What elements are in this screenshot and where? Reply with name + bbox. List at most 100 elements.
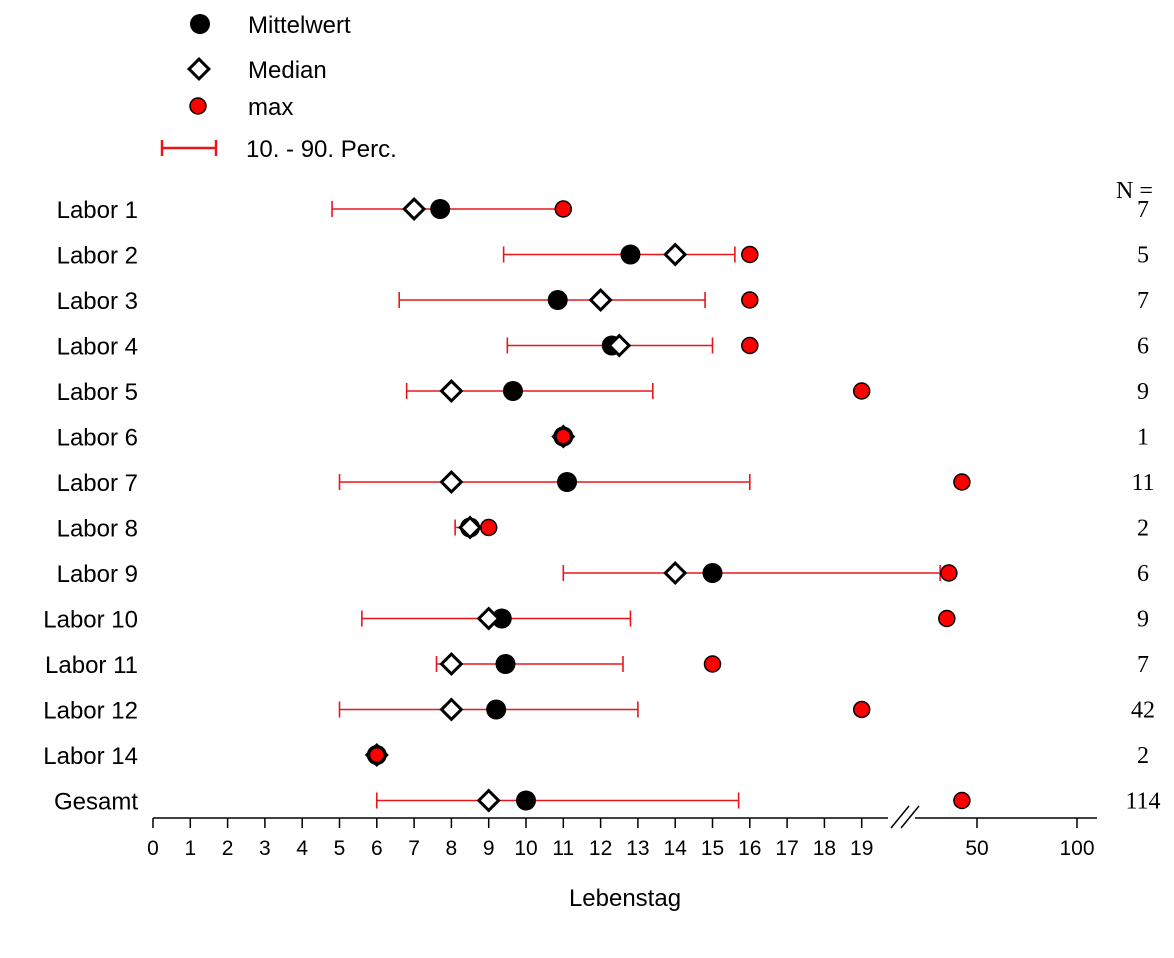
row-label: Labor 8	[57, 516, 138, 543]
mean-marker	[620, 244, 641, 265]
row-label: Labor 6	[57, 425, 138, 452]
row-label: Labor 5	[57, 379, 138, 406]
x-tick-label: 11	[552, 837, 574, 860]
median-marker	[439, 378, 464, 404]
row: Labor 11 7	[45, 651, 1149, 679]
row-n: 6	[1137, 561, 1149, 587]
mean-marker	[557, 472, 578, 492]
row: Labor 4 6	[57, 333, 1149, 361]
max-marker	[554, 200, 573, 218]
median-marker	[588, 287, 613, 313]
percentile-bar	[338, 474, 751, 490]
x-tick-label: 3	[259, 837, 271, 860]
row-label: Labor 14	[43, 743, 138, 770]
row: Labor 6 1	[57, 424, 1149, 452]
legend-percentile-marker	[160, 140, 218, 156]
max-marker-overlay	[369, 747, 385, 763]
n-header: N =	[1116, 178, 1153, 204]
row-label: Labor 10	[43, 607, 138, 634]
row-label: Gesamt	[54, 789, 138, 816]
x-tick-label: 7	[408, 837, 420, 860]
x-tick-label: 8	[446, 837, 458, 860]
row-n: 7	[1137, 652, 1149, 678]
max-marker	[953, 473, 971, 491]
x-tick-label: 0	[147, 837, 159, 860]
median-marker	[439, 469, 464, 495]
max-marker	[953, 791, 971, 810]
x-tick-label: 5	[334, 837, 346, 860]
x-tick-label: 2	[222, 837, 234, 860]
x-axis-label: Lebenstag	[569, 885, 681, 912]
legend-max-marker	[189, 97, 207, 115]
row-label: Labor 1	[57, 197, 138, 224]
row-label: Labor 3	[57, 288, 138, 315]
median-marker	[458, 515, 483, 540]
median-marker	[439, 697, 464, 722]
x-tick-label: 1	[184, 837, 196, 860]
row-n: 1	[1137, 425, 1149, 451]
row-n: 7	[1137, 197, 1149, 223]
row-n: 7	[1137, 288, 1149, 314]
x-axis: 0 1 2 3 4 5 6 7 8 9 10 11 12 13 14 15 16 17 18 19 50 100	[147, 805, 1097, 860]
row: Labor 10 9	[43, 606, 1149, 634]
x-tick-label: 19	[850, 837, 873, 860]
x-tick-label: 50	[965, 837, 988, 860]
legend-median-label: Median	[248, 57, 327, 84]
legend-percentile-label: 10. - 90. Perc.	[246, 136, 397, 163]
max-marker	[703, 655, 722, 673]
max-marker	[741, 291, 759, 309]
median-marker	[607, 333, 632, 358]
row-label: Labor 12	[43, 698, 138, 725]
mean-marker	[516, 790, 536, 811]
row: Labor 1 7	[57, 196, 1149, 224]
axis-break	[890, 805, 920, 829]
x-tick-label: 10	[514, 837, 537, 860]
row-n: 9	[1137, 607, 1149, 633]
row: Gesamt 114	[54, 788, 1161, 816]
mean-marker	[702, 563, 723, 583]
row: Labor 3 7	[57, 287, 1149, 315]
x-tick-label: 14	[664, 837, 688, 860]
max-marker	[741, 245, 759, 264]
x-tick-label: 9	[483, 837, 495, 860]
row: Labor 5 9	[57, 378, 1149, 406]
x-tick-label: 15	[701, 837, 724, 860]
row: Labor 14 2	[43, 742, 1149, 770]
legend: Mittelwert Median max 10. - 90. Perc.	[160, 12, 397, 163]
x-tick-label: 6	[371, 837, 383, 860]
legend-max-label: max	[248, 94, 293, 121]
row-n: 2	[1137, 743, 1149, 769]
mean-marker	[430, 199, 451, 219]
max-marker	[938, 609, 956, 628]
row-n: 114	[1125, 789, 1160, 815]
x-tick-label: 100	[1059, 837, 1094, 860]
median-marker	[476, 788, 501, 813]
row-n: 9	[1137, 379, 1149, 405]
legend-mean-label: Mittelwert	[248, 12, 351, 39]
percentile-bar	[435, 656, 624, 672]
x-tick-label: 13	[626, 837, 649, 860]
x-tick-label: 4	[296, 837, 308, 860]
max-marker	[741, 336, 759, 355]
row-n: 6	[1137, 334, 1149, 360]
median-marker	[476, 606, 501, 631]
max-marker	[479, 518, 498, 537]
max-marker	[852, 382, 871, 400]
median-marker	[663, 242, 688, 267]
row-label: Labor 7	[57, 470, 138, 497]
x-tick-label: 16	[738, 837, 761, 860]
row-n: 42	[1131, 698, 1155, 724]
row: Labor 2 5	[57, 242, 1149, 270]
max-marker	[852, 700, 871, 719]
x-tick-label: 12	[589, 837, 612, 860]
row-n: 2	[1137, 516, 1149, 542]
rows: Labor 1 7 Labor 2 5 Labor 3 7 Labor 4 6 Labor 5 9…	[43, 196, 1161, 816]
percentile-bar	[502, 246, 736, 263]
row: Labor 7 11	[57, 469, 1155, 497]
max-marker-overlay	[555, 429, 571, 444]
row-label: Labor 9	[57, 561, 138, 588]
max-marker	[940, 564, 958, 582]
row-n: 11	[1131, 470, 1154, 496]
row-n: 5	[1137, 243, 1149, 269]
